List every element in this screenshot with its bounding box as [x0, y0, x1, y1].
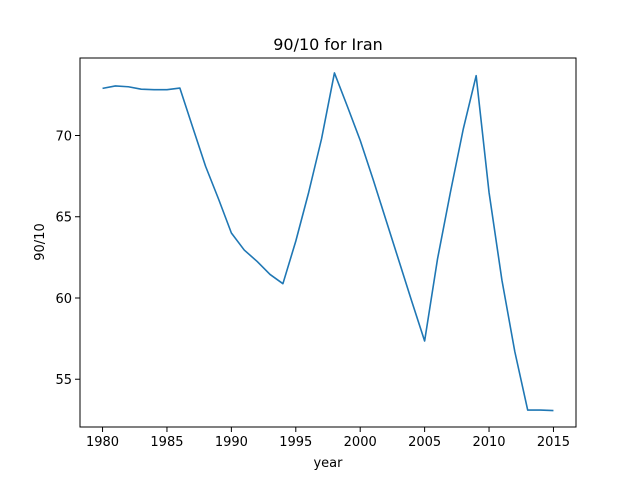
- y-axis-ticks: 55 60 65 70: [55, 130, 80, 388]
- x-axis-label: year: [313, 456, 343, 471]
- x-tick-label: 1985: [150, 435, 183, 450]
- x-tick-label: 1990: [215, 435, 248, 450]
- x-axis-ticks: 1980 1985 1990 1995 2000 2005 2010 2015: [86, 427, 570, 450]
- y-tick-label: 65: [55, 211, 72, 226]
- axes-frame: [79, 57, 577, 428]
- x-tick-label: 1980: [86, 435, 119, 450]
- x-tick-label: 2000: [344, 435, 377, 450]
- chart-title: 90/10 for Iran: [273, 35, 383, 54]
- y-tick-label: 60: [55, 292, 72, 307]
- series-line-0: [102, 72, 554, 412]
- y-tick-label: 70: [55, 130, 72, 145]
- x-tick-label: 2015: [537, 435, 570, 450]
- x-tick-label: 2005: [408, 435, 441, 450]
- y-tick-label: 55: [55, 373, 72, 388]
- plot-area: [79, 57, 577, 428]
- x-tick-label: 2010: [472, 435, 505, 450]
- x-tick-label: 1995: [279, 435, 312, 450]
- y-axis-label: 90/10: [33, 223, 48, 260]
